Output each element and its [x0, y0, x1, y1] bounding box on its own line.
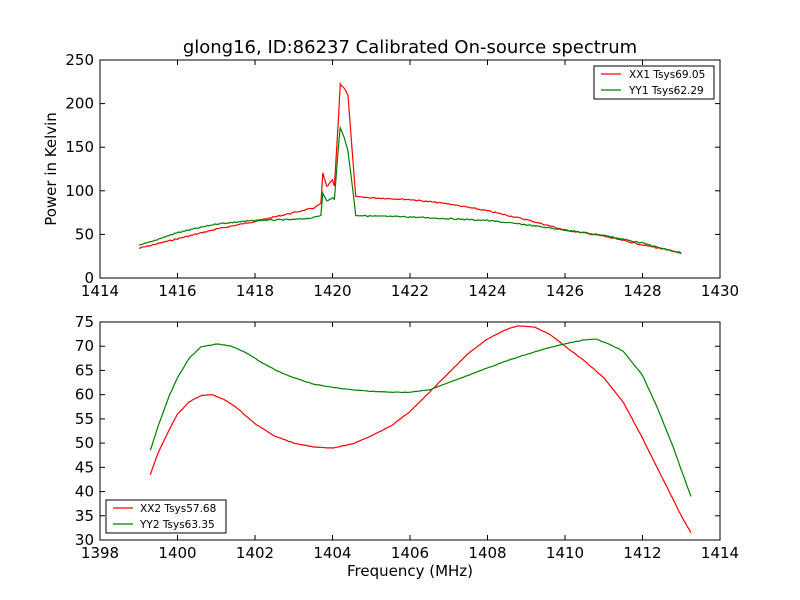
bottom-y-tick-label: 75 [75, 313, 94, 331]
bottom-series-line-0 [149, 325, 692, 534]
bottom-plot-area: 1398 1400 1402 1404 1406 1408 1410 1412 1414 30 35… [75, 313, 739, 562]
bottom-x-tick-label: 1400 [158, 544, 196, 562]
bottom-legend: XX2 Tsys57.68 YY2 Tsys63.35 [105, 499, 227, 534]
top-y-tick-label: 250 [65, 51, 94, 69]
chart-title: glong16, ID:86237 Calibrated On-source s… [183, 37, 637, 58]
bottom-legend-label-xx2: XX2 Tsys57.68 [140, 503, 216, 515]
top-x-tick-label: 1422 [391, 282, 429, 300]
top-series-line-0 [138, 81, 682, 254]
bottom-y-tick-label: 65 [75, 361, 94, 379]
top-x-tick-label: 1418 [236, 282, 274, 300]
top-legend-label-yy1: YY1 Tsys62.29 [628, 85, 704, 97]
bottom-legend-label-yy2: YY2 Tsys63.35 [139, 519, 215, 531]
top-x-tick-label: 1428 [623, 282, 661, 300]
bottom-x-tick-label: 1404 [313, 544, 351, 562]
top-y-tick-label: 0 [84, 269, 94, 287]
top-x-tick-label: 1420 [313, 282, 351, 300]
bottom-y-tick-label: 55 [75, 410, 94, 428]
bottom-y-tick-label: 50 [75, 434, 94, 452]
bottom-series-line-1 [149, 338, 692, 497]
top-x-tick-label: 1414 [81, 282, 119, 300]
bottom-y-tick-label: 60 [75, 386, 94, 404]
top-x-tick-label: 1426 [546, 282, 584, 300]
top-legend: XX1 Tsys69.05 YY1 Tsys62.29 [593, 65, 715, 100]
top-x-tick-label: 1430 [701, 282, 739, 300]
top-x-tick-label: 1416 [158, 282, 196, 300]
top-series-line-1 [138, 125, 682, 255]
top-y-tick-label: 50 [75, 225, 94, 243]
bottom-x-axis-label: Frequency (MHz) [347, 562, 473, 580]
bottom-y-tick-label: 70 [75, 337, 94, 355]
bottom-y-tick-label: 45 [75, 458, 94, 476]
bottom-x-tick-label: 1412 [623, 544, 661, 562]
bottom-x-tick-label: 1402 [236, 544, 274, 562]
top-x-tick-label: 1424 [468, 282, 506, 300]
top-y-tick-label: 100 [65, 182, 94, 200]
bottom-x-tick-label: 1408 [468, 544, 506, 562]
top-y-axis-label: Power in Kelvin [42, 112, 60, 226]
bottom-x-tick-label: 1410 [546, 544, 584, 562]
top-plot-area: 1414 1416 1418 1420 1422 1424 1426 1428 1430 0 50 1… [65, 51, 739, 300]
bottom-x-tick-label: 1406 [391, 544, 429, 562]
top-y-tick-label: 200 [65, 95, 94, 113]
bottom-y-tick-label: 30 [75, 531, 94, 549]
bottom-y-tick-label: 35 [75, 507, 94, 525]
top-y-tick-label: 150 [65, 138, 94, 156]
bottom-x-tick-label: 1398 [81, 544, 119, 562]
bottom-x-tick-label: 1414 [701, 544, 739, 562]
top-legend-label-xx1: XX1 Tsys69.05 [629, 69, 705, 81]
bottom-y-tick-label: 40 [75, 483, 94, 501]
